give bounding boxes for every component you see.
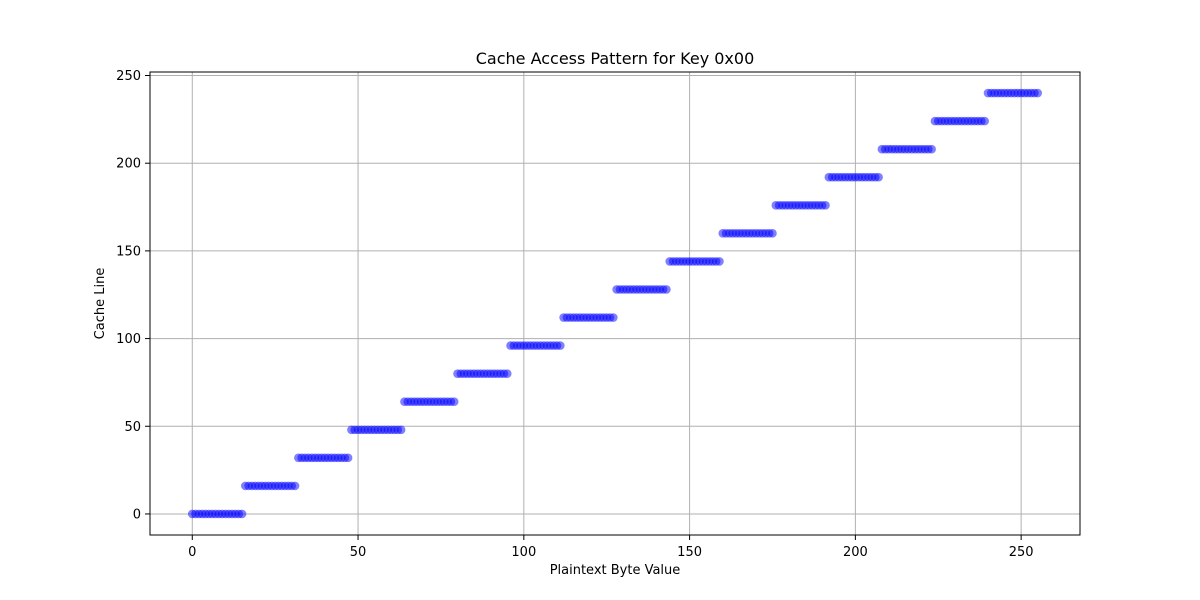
data-point	[874, 172, 883, 182]
data-point	[237, 509, 247, 519]
data-point	[290, 481, 300, 491]
y-tick-label: 250	[116, 69, 141, 84]
data-point	[927, 144, 936, 154]
data-point	[715, 257, 724, 266]
x-tick-label: 50	[350, 545, 367, 560]
data-point	[609, 313, 618, 322]
data-point	[662, 285, 671, 294]
y-axis-label: Cache Line	[93, 268, 108, 340]
y-tick-label: 50	[124, 420, 141, 435]
plot-frame	[149, 71, 1081, 536]
data-point	[343, 453, 353, 463]
data-point	[502, 369, 512, 378]
data-point	[768, 229, 777, 238]
y-tick-label: 100	[116, 332, 141, 347]
chart-title: Cache Access Pattern for Key 0x00	[476, 49, 755, 68]
x-tick-label: 0	[188, 545, 196, 560]
x-tick-label: 150	[677, 545, 702, 560]
y-tick-label: 150	[116, 244, 141, 259]
y-tick-label: 200	[116, 157, 141, 172]
data-points	[187, 88, 1043, 519]
data-point	[555, 341, 565, 350]
data-point	[449, 397, 459, 407]
data-point	[821, 200, 830, 210]
data-point	[1033, 88, 1043, 98]
y-tick-label: 0	[133, 507, 141, 522]
x-tick-label: 100	[511, 545, 536, 560]
x-axis-label: Plaintext Byte Value	[550, 563, 681, 578]
x-tick-label: 200	[843, 545, 868, 560]
data-point	[396, 425, 406, 435]
ticks: 0 50 100 150 200 250 0 50 100 150 200 250	[116, 69, 1033, 560]
data-point	[980, 116, 989, 126]
x-tick-label: 250	[1009, 545, 1034, 560]
grid	[150, 72, 1080, 535]
